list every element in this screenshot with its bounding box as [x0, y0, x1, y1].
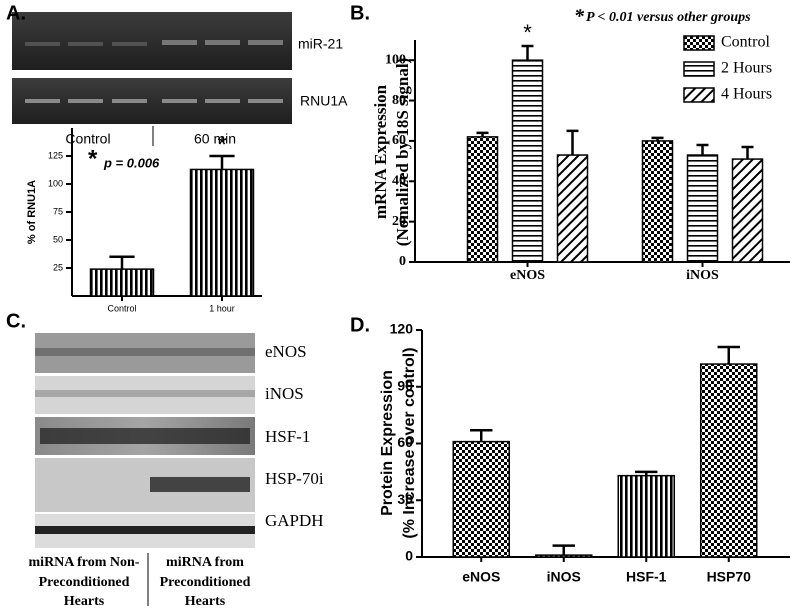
- panel-label: A.: [6, 2, 26, 24]
- band-label: GAPDH: [265, 511, 324, 530]
- y-tick-label: 0: [399, 254, 406, 269]
- group-label: Hearts: [64, 594, 105, 609]
- y-tick-label: 50: [53, 234, 63, 244]
- y-tick-label: 90: [397, 377, 413, 393]
- panel-a-gel: [12, 12, 292, 146]
- group-label: miRNA from Non-: [29, 555, 140, 570]
- bar: [617, 474, 675, 558]
- panel-label: D.: [350, 314, 370, 336]
- bar: [686, 154, 719, 263]
- y-tick-label: 60: [397, 434, 413, 450]
- y-axis-label: % of RNU1A: [26, 180, 38, 244]
- significance-marker: *: [217, 131, 226, 158]
- x-tick-label: eNOS: [462, 569, 500, 585]
- x-tick-label: iNOS: [547, 569, 581, 585]
- legend-label: 2 Hours: [721, 60, 772, 77]
- y-tick-label: 40: [392, 173, 406, 188]
- error-bar: [109, 255, 135, 270]
- y-axis-label: Protein Expression: [379, 370, 396, 516]
- group-label: Preconditioned: [39, 575, 130, 590]
- y-tick-label: 75: [53, 206, 63, 216]
- y-tick-label: 80: [392, 93, 406, 108]
- y-tick-label: 60: [392, 133, 406, 148]
- annotation: p = 0.006: [103, 155, 160, 170]
- bar: [700, 363, 758, 558]
- x-tick-label: eNOS: [510, 268, 545, 283]
- band-label: iNOS: [265, 384, 304, 403]
- group-label: Preconditioned: [160, 575, 251, 590]
- y-axis-label: (Nomalized by 18S signal): [393, 58, 412, 246]
- legend-swatch: [683, 35, 715, 51]
- legend-label: 4 Hours: [721, 86, 772, 103]
- legend-label: Control: [721, 34, 770, 51]
- y-axis-label: mRNA Expression: [371, 84, 390, 219]
- y-tick-label: 125: [48, 150, 63, 160]
- x-tick-label: HSP70: [707, 569, 752, 585]
- x-tick-label: Control: [107, 303, 136, 313]
- error-bar: [741, 145, 754, 160]
- error-bar: [635, 470, 658, 476]
- bar: [556, 154, 589, 263]
- bar: [641, 140, 674, 263]
- band-label: HSP-70i: [265, 469, 324, 488]
- error-bar: [476, 131, 489, 137]
- bar: [511, 59, 544, 263]
- x-tick-label: HSF-1: [626, 569, 667, 585]
- band-label: miR-21: [298, 36, 343, 52]
- bar: [452, 440, 510, 558]
- y-tick-label: 25: [53, 262, 63, 272]
- bar: [466, 136, 499, 263]
- annotation-star: *: [88, 145, 98, 172]
- panel-label: B.: [350, 2, 370, 24]
- y-tick-label: 0: [405, 548, 413, 564]
- group-label: 60 min: [194, 131, 236, 147]
- bar: [731, 158, 764, 263]
- legend-swatch: [683, 61, 715, 77]
- annotation-star: *: [574, 6, 585, 28]
- group-label: Hearts: [185, 594, 226, 609]
- error-bar: [696, 143, 709, 156]
- group-label: miRNA from: [166, 555, 244, 570]
- error-bar: [209, 154, 235, 170]
- panel-label: C.: [6, 310, 26, 332]
- y-tick-label: 30: [397, 491, 413, 507]
- error-bar: [566, 129, 579, 156]
- bar: [89, 268, 155, 297]
- error-bar: [717, 345, 740, 365]
- legend-swatch: [683, 87, 715, 103]
- group-label: Control: [65, 131, 110, 147]
- error-bar: [521, 44, 534, 61]
- significance-marker: *: [523, 20, 532, 45]
- panel-c-blot: [35, 333, 255, 606]
- y-tick-label: 20: [392, 214, 406, 229]
- y-axis-label: (% Increase over control): [401, 347, 418, 538]
- error-bar: [470, 429, 493, 442]
- y-tick-label: 120: [390, 321, 414, 337]
- error-bar: [651, 136, 664, 141]
- y-tick-label: 100: [385, 52, 406, 67]
- band-label: RNU1A: [300, 93, 348, 109]
- x-tick-label: 1 hour: [209, 303, 235, 313]
- bar: [189, 168, 255, 297]
- x-tick-label: iNOS: [686, 268, 719, 283]
- y-tick-label: 100: [48, 178, 63, 188]
- band-label: eNOS: [265, 342, 307, 361]
- error-bar: [552, 544, 575, 556]
- annotation: P < 0.01 versus other groups: [586, 10, 751, 25]
- bar: [535, 554, 593, 558]
- band-label: HSF-1: [265, 427, 310, 446]
